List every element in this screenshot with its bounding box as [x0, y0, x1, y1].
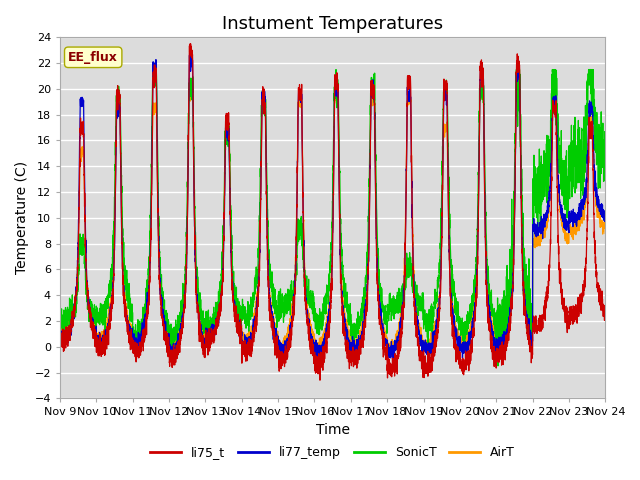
SonicT: [494, 363, 502, 369]
AirT: [312, 339, 320, 345]
SonicT: [425, 315, 433, 321]
Text: EE_flux: EE_flux: [68, 51, 118, 64]
SonicT: [486, 296, 493, 301]
li75_t: [602, 303, 609, 309]
li77_temp: [602, 213, 609, 219]
Line: li75_t: li75_t: [60, 44, 605, 380]
li77_temp: [601, 212, 609, 217]
AirT: [425, 342, 433, 348]
Line: li77_temp: li77_temp: [60, 54, 605, 360]
li75_t: [56, 325, 64, 331]
li77_temp: [312, 350, 320, 356]
SonicT: [154, 180, 162, 186]
li75_t: [154, 216, 162, 222]
SonicT: [149, 67, 157, 72]
li77_temp: [486, 320, 493, 326]
SonicT: [455, 316, 463, 322]
li75_t: [316, 377, 324, 383]
AirT: [602, 230, 609, 236]
li77_temp: [425, 345, 433, 350]
li75_t: [312, 360, 320, 366]
li77_temp: [154, 208, 162, 214]
li77_temp: [186, 51, 194, 57]
X-axis label: Time: Time: [316, 423, 349, 437]
AirT: [479, 85, 486, 91]
AirT: [313, 354, 321, 360]
SonicT: [56, 316, 64, 322]
AirT: [455, 331, 463, 337]
li75_t: [186, 41, 194, 47]
li75_t: [601, 309, 609, 314]
li75_t: [425, 366, 433, 372]
Legend: li75_t, li77_temp, SonicT, AirT: li75_t, li77_temp, SonicT, AirT: [145, 442, 520, 464]
Title: Instument Temperatures: Instument Temperatures: [222, 15, 444, 33]
li77_temp: [56, 336, 64, 342]
li77_temp: [455, 347, 463, 352]
li75_t: [455, 358, 463, 363]
SonicT: [312, 322, 320, 328]
Line: AirT: AirT: [60, 88, 605, 357]
Y-axis label: Temperature (C): Temperature (C): [15, 161, 29, 275]
Line: SonicT: SonicT: [60, 70, 605, 366]
AirT: [601, 223, 609, 229]
AirT: [486, 313, 493, 319]
li75_t: [486, 324, 493, 329]
AirT: [154, 217, 162, 223]
SonicT: [601, 143, 609, 148]
AirT: [56, 327, 64, 333]
li77_temp: [168, 357, 176, 363]
SonicT: [602, 139, 609, 144]
